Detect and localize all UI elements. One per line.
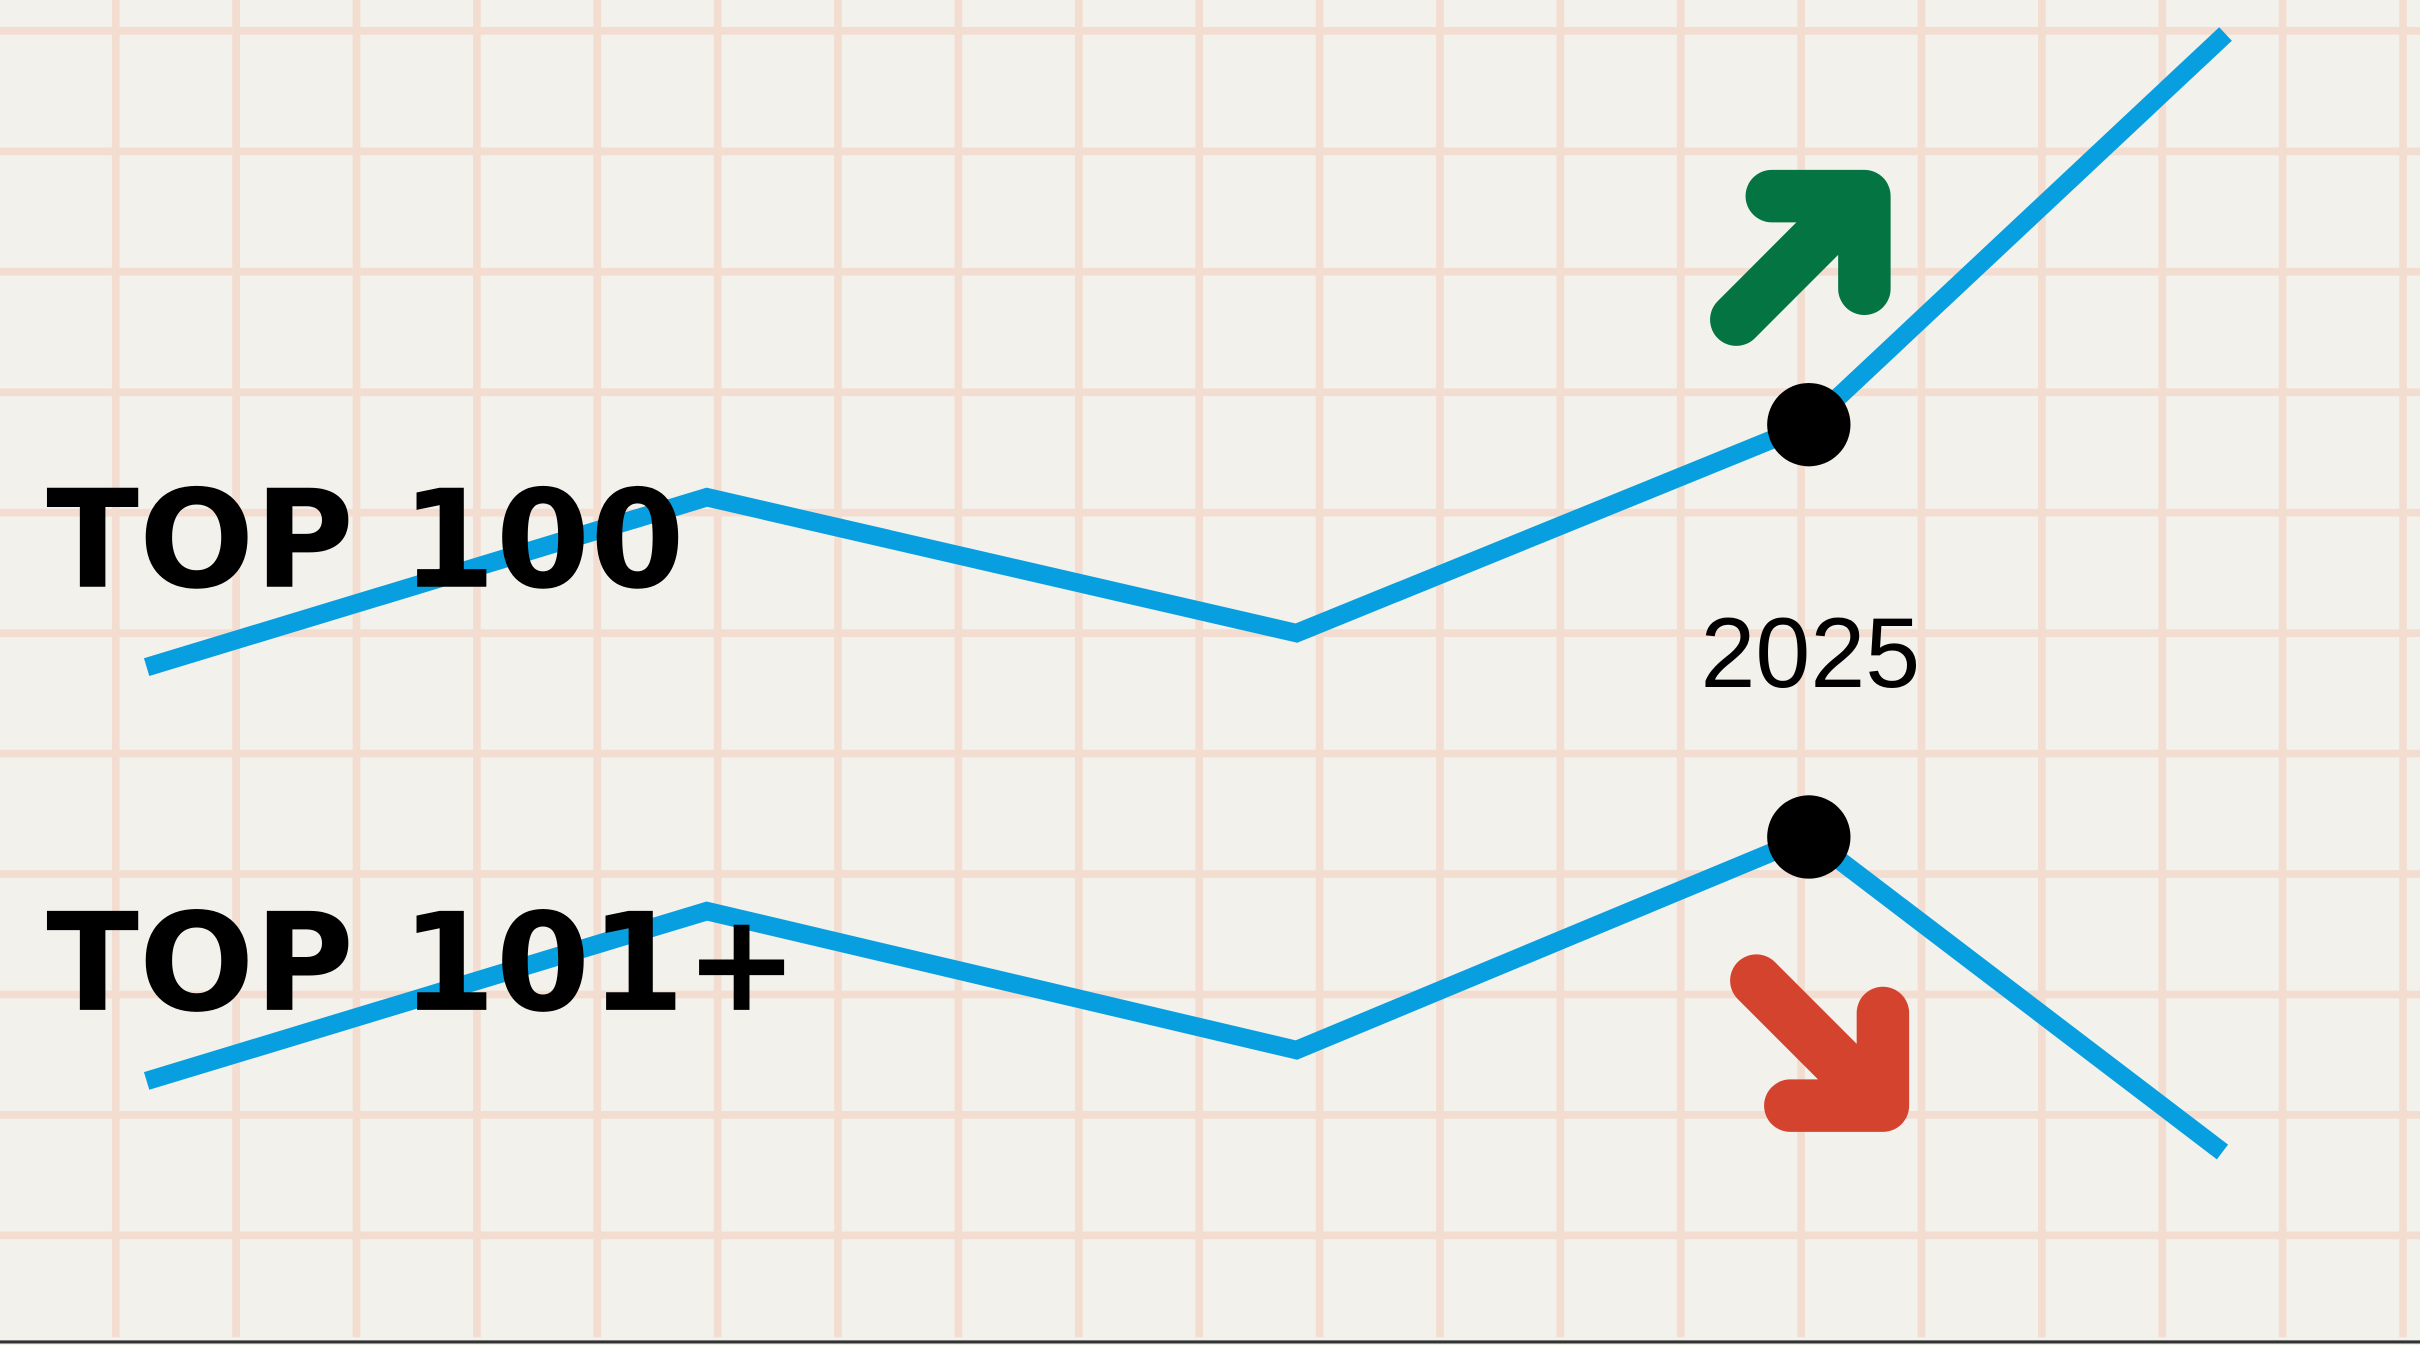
point bbox=[1767, 795, 1851, 879]
line-label: TOP 101+ bbox=[46, 885, 798, 1043]
point bbox=[1767, 382, 1851, 467]
up-arrow bbox=[1710, 169, 1891, 346]
line-label: TOP 100 bbox=[46, 462, 684, 620]
trend-line bbox=[143, 27, 2232, 676]
trend-line bbox=[143, 826, 2229, 1160]
down-arrow bbox=[1730, 954, 1910, 1132]
year-label: 2025 bbox=[1701, 598, 1921, 708]
